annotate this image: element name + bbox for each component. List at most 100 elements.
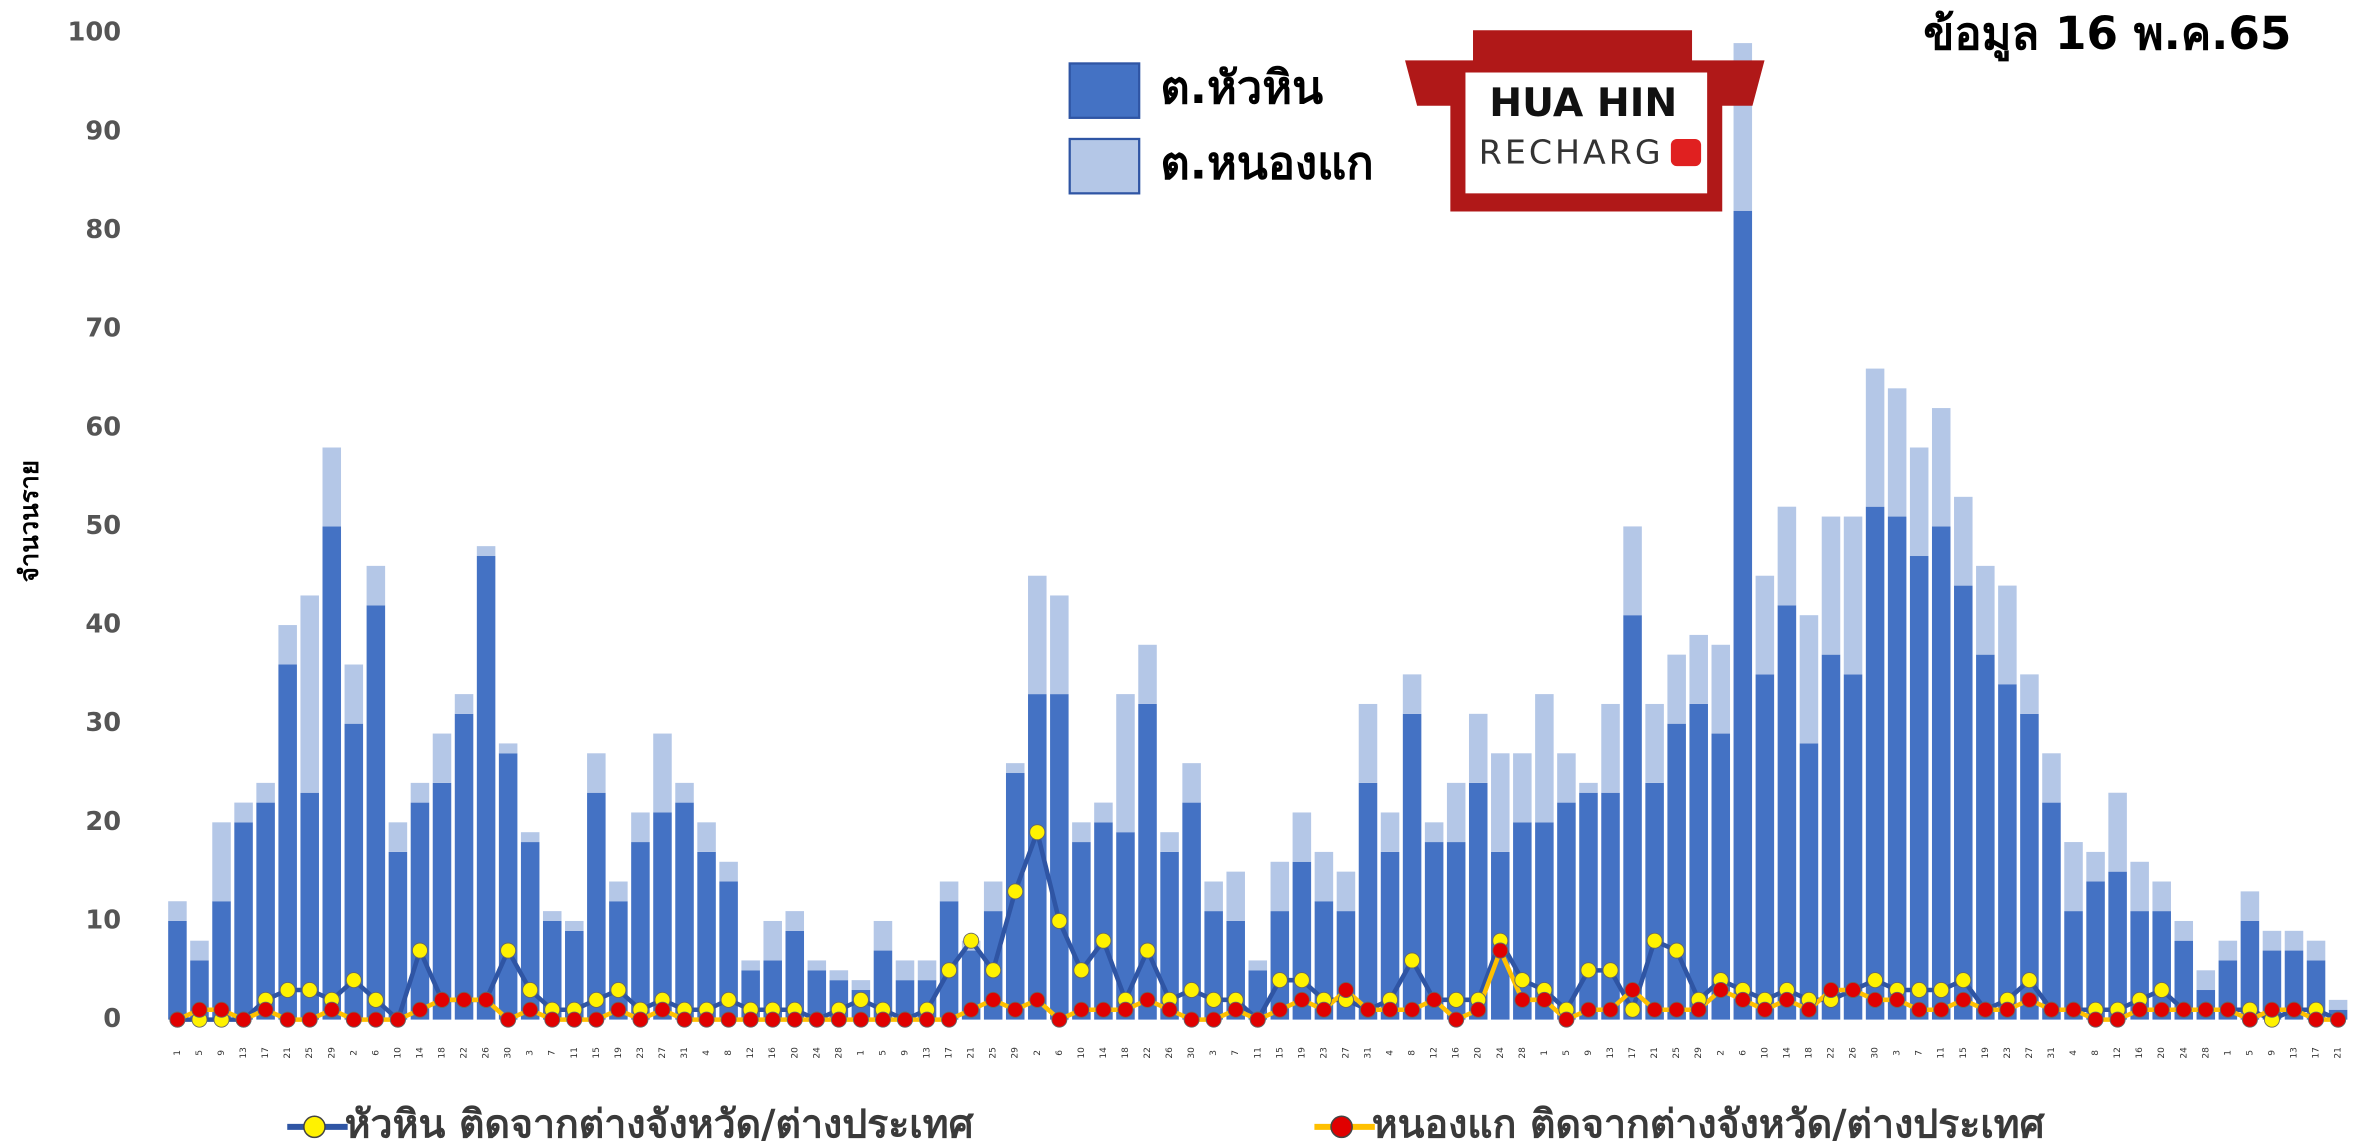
- x-tick-label: 17: [945, 1047, 955, 1059]
- bar-segment: [2152, 881, 2171, 912]
- series-marker: [367, 991, 384, 1008]
- series-marker: [1426, 991, 1443, 1008]
- x-tick-label: 3: [1209, 1050, 1219, 1056]
- x-tick-label: 6: [371, 1050, 381, 1056]
- series-marker: [500, 1011, 517, 1028]
- bar-segment: [873, 920, 893, 951]
- series-marker: [610, 1001, 627, 1018]
- series-marker: [2330, 1011, 2347, 1028]
- bar-segment: [1689, 634, 1708, 704]
- series-marker: [2021, 991, 2038, 1008]
- bar-segment: [1777, 506, 1797, 606]
- x-tick-label: 28: [2201, 1047, 2211, 1059]
- x-tick-label: 15: [1959, 1047, 1969, 1059]
- bar-segment: [675, 802, 694, 1020]
- bar-segment: [939, 901, 959, 1020]
- series-marker: [1271, 972, 1288, 989]
- series-marker: [2087, 1011, 2104, 1028]
- bar-segment: [1160, 851, 1179, 1020]
- bar-segment: [234, 822, 253, 1020]
- bar-segment: [1204, 911, 1223, 1020]
- series-marker: [1756, 1001, 1773, 1018]
- x-tick-label: 1: [2223, 1050, 2233, 1056]
- series-marker: [1624, 1001, 1641, 1018]
- x-tick-label: 2: [1716, 1050, 1726, 1056]
- series-marker: [279, 982, 296, 999]
- bar-segment: [1292, 812, 1312, 862]
- series-marker: [852, 991, 869, 1008]
- bar-segment: [2020, 674, 2039, 714]
- bar-segment: [520, 832, 540, 843]
- series-marker: [1955, 972, 1972, 989]
- bar-segment: [1072, 842, 1091, 1020]
- bar-segment: [498, 743, 518, 754]
- series-marker: [1889, 991, 1906, 1008]
- bar-segment: [168, 920, 187, 1020]
- bar-segment: [1623, 615, 1642, 1020]
- bar-segment: [1667, 723, 1686, 1020]
- x-tick-label: 22: [1826, 1047, 1836, 1059]
- bar-segment: [1733, 210, 1753, 1020]
- y-tick-label: 70: [85, 314, 121, 344]
- x-tick-label: 21: [1650, 1047, 1660, 1059]
- series-marker: [1580, 962, 1597, 979]
- bar-segment: [2196, 970, 2216, 991]
- y-tick-label: 30: [85, 708, 121, 738]
- series-marker: [1007, 1001, 1024, 1018]
- series-marker: [720, 1011, 737, 1028]
- bar-segment: [1954, 496, 1973, 586]
- bar-segment: [212, 901, 231, 1020]
- bar-segment: [2284, 930, 2304, 951]
- bar-segment: [256, 782, 275, 803]
- bar-segment: [1116, 694, 1135, 833]
- x-tick-label: 10: [393, 1047, 403, 1059]
- bar-segment: [2086, 851, 2105, 882]
- x-tick-label: 4: [2069, 1050, 2079, 1056]
- x-tick-label: 26: [482, 1047, 492, 1059]
- bar-segment: [1909, 447, 1929, 557]
- series-marker: [389, 1011, 406, 1028]
- bar-segment: [1645, 703, 1664, 783]
- bar-segment: [1314, 851, 1334, 902]
- bar-segment: [961, 950, 981, 1020]
- x-tick-label: 8: [724, 1050, 734, 1056]
- x-tick-label: 1: [173, 1050, 183, 1056]
- bar-segment: [1138, 644, 1157, 704]
- series-marker: [367, 1011, 384, 1028]
- legend-label: ต.หนองแก: [1160, 137, 1373, 190]
- logo-line2: RECHARG: [1479, 133, 1664, 172]
- series-marker: [456, 991, 473, 1008]
- bar-segment: [366, 605, 386, 1020]
- series-marker: [1051, 912, 1068, 929]
- series-marker: [301, 1011, 318, 1028]
- series-marker: [808, 1011, 825, 1028]
- series-marker: [2219, 1001, 2236, 1018]
- series-marker: [1337, 982, 1354, 999]
- x-tick-label: 13: [2289, 1047, 2299, 1059]
- x-tick-label: 21: [2334, 1047, 2344, 1059]
- series-marker: [764, 1011, 781, 1028]
- x-tick-label: 12: [2113, 1047, 2123, 1059]
- x-tick-label: 22: [1143, 1047, 1153, 1059]
- y-tick-label: 20: [85, 807, 121, 837]
- bar-segment: [1182, 802, 1201, 1020]
- bar-segment: [1579, 792, 1598, 1020]
- x-tick-label: 9: [217, 1050, 227, 1056]
- bar-segment: [344, 664, 364, 724]
- bar-segment: [1005, 763, 1025, 774]
- bar-segment: [587, 792, 606, 1020]
- bar-segment: [432, 733, 452, 783]
- bar-segment: [1446, 842, 1466, 1020]
- x-tick-label: 1: [856, 1050, 866, 1056]
- series-marker: [896, 1011, 914, 1028]
- series-marker: [963, 932, 980, 949]
- series-marker: [1734, 991, 1751, 1008]
- bar-segment: [565, 930, 584, 1020]
- x-tick-label: 21: [283, 1047, 293, 1059]
- x-tick-label: 25: [989, 1047, 999, 1059]
- bar-segment: [1028, 575, 1047, 695]
- bar-segment: [256, 802, 275, 1020]
- y-tick-label: 10: [85, 905, 121, 935]
- x-tick-label: 9: [1584, 1050, 1594, 1056]
- bar-segment: [2020, 713, 2039, 1020]
